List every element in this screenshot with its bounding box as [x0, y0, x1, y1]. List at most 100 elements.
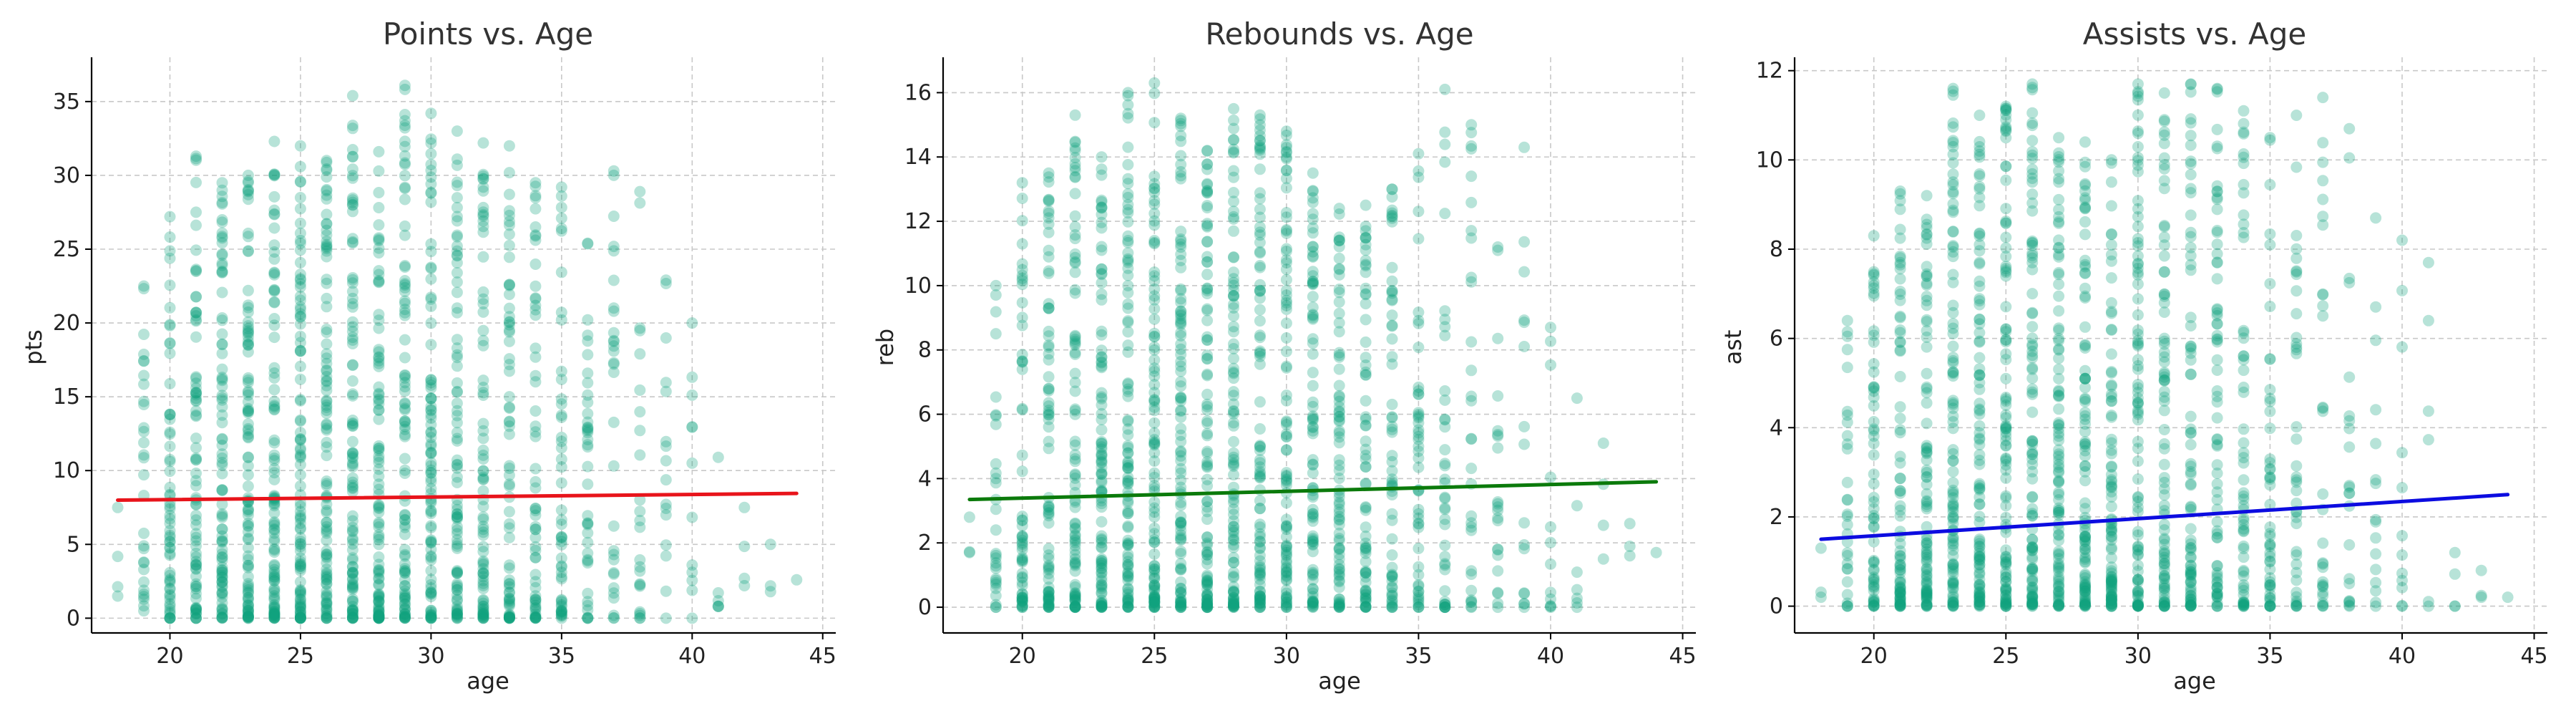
data-point [268, 403, 280, 415]
data-point [138, 556, 150, 569]
data-point [477, 608, 489, 620]
data-point [2026, 321, 2039, 333]
data-point [2185, 466, 2197, 478]
x-tick-label: 45 [2520, 644, 2547, 669]
data-point [2079, 156, 2091, 168]
data-point [1069, 468, 1081, 480]
data-point [138, 449, 150, 461]
y-tick-label: 0 [1770, 594, 1783, 619]
data-point [1333, 527, 1345, 539]
data-point [2132, 492, 2144, 503]
data-point [425, 447, 437, 459]
data-point [1280, 165, 1292, 177]
data-point [477, 306, 489, 318]
data-point [138, 556, 150, 569]
data-point [738, 541, 751, 553]
data-point [451, 584, 463, 596]
data-point [190, 310, 202, 322]
data-point [190, 389, 202, 401]
data-point [1492, 597, 1504, 609]
data-point [164, 513, 176, 525]
data-point [477, 583, 489, 594]
data-point [242, 584, 254, 596]
data-point [373, 478, 385, 490]
data-point [321, 324, 333, 335]
data-point [451, 511, 463, 523]
data-point [1228, 134, 1239, 146]
data-point [1228, 225, 1239, 237]
data-point [1122, 230, 1134, 242]
data-point [399, 115, 411, 127]
data-point [555, 373, 567, 385]
data-point [399, 595, 411, 607]
data-point [1175, 392, 1187, 405]
data-point [190, 150, 202, 163]
data-point [1069, 449, 1081, 461]
data-point [1148, 362, 1161, 374]
data-point [555, 600, 567, 612]
data-point [582, 604, 594, 616]
data-point [2185, 576, 2197, 589]
data-point [530, 521, 542, 533]
data-point [425, 158, 437, 170]
data-point [1360, 266, 1372, 279]
data-point [216, 564, 228, 576]
data-point [321, 395, 333, 407]
data-point [451, 528, 463, 540]
data-point [346, 476, 358, 488]
data-point [1175, 317, 1187, 329]
data-point [1096, 241, 1108, 253]
data-point [477, 604, 489, 616]
data-point [1016, 258, 1028, 270]
data-point [530, 351, 542, 363]
data-point [399, 79, 411, 92]
data-point [530, 230, 542, 242]
data-point [268, 400, 280, 412]
data-point [294, 433, 306, 445]
data-point [530, 541, 542, 553]
data-point [2264, 541, 2276, 553]
data-point [399, 281, 411, 294]
data-point [373, 235, 385, 247]
data-point [530, 342, 542, 354]
data-point [2238, 423, 2250, 435]
data-point [2211, 459, 2223, 471]
data-point [190, 395, 202, 407]
y-tick-label: 20 [53, 311, 80, 336]
data-point [608, 274, 620, 286]
data-point [2000, 231, 2012, 243]
data-point [242, 422, 254, 435]
data-point [164, 319, 176, 332]
data-point [425, 522, 437, 533]
x-axis-label: age [467, 667, 509, 695]
data-point [294, 589, 306, 601]
data-point [346, 554, 358, 566]
data-point [503, 167, 515, 179]
data-point [1148, 579, 1161, 591]
data-point [2317, 300, 2329, 312]
data-point [242, 509, 254, 521]
data-point [216, 394, 228, 406]
data-point [990, 409, 1002, 421]
data-point [2370, 301, 2382, 313]
data-point [164, 440, 176, 453]
data-point [2026, 574, 2039, 586]
data-point [1122, 203, 1134, 216]
data-point [373, 470, 385, 483]
data-point [425, 464, 437, 476]
data-point [268, 208, 280, 221]
data-point [425, 448, 437, 460]
data-point [582, 510, 594, 522]
data-point [2211, 354, 2223, 366]
data-point [2185, 258, 2197, 271]
data-point [190, 382, 202, 394]
data-point [268, 611, 280, 624]
data-point [1069, 210, 1081, 222]
data-point [399, 565, 411, 577]
data-point [294, 612, 306, 624]
data-point [190, 535, 202, 547]
data-point [1465, 232, 1478, 244]
data-point [216, 576, 228, 589]
data-point [555, 453, 567, 465]
